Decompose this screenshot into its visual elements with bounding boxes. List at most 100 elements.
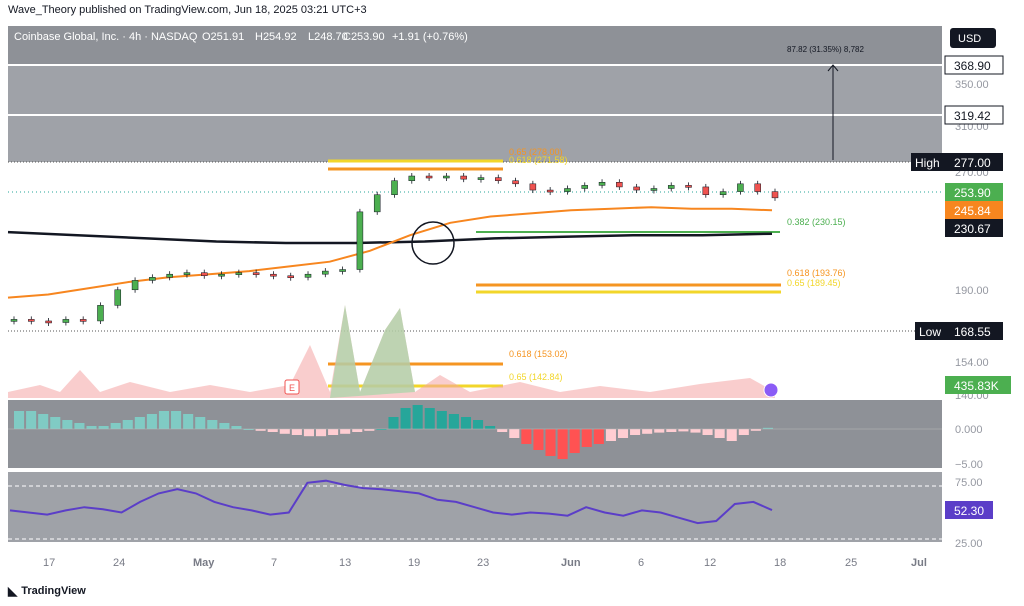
time-axis <box>8 546 1024 572</box>
badge-ema50-label: 245.84 <box>954 204 991 218</box>
macd-bar <box>134 417 145 429</box>
macd-bar <box>521 429 532 444</box>
macd-bar <box>110 423 121 429</box>
candle-body <box>218 273 225 277</box>
time-label-may: May <box>193 557 215 569</box>
rsi-badge-label: 52.30 <box>954 504 984 518</box>
macd-bar <box>750 429 761 431</box>
macd-bar <box>303 429 314 437</box>
time-label-19: 19 <box>408 557 420 569</box>
time-label-25: 25 <box>845 557 857 569</box>
macd-bar <box>533 429 544 450</box>
macd-bar <box>50 417 61 429</box>
currency-label: USD <box>958 33 981 45</box>
high-tag <box>911 153 945 171</box>
candle-body <box>460 175 467 180</box>
candle-body <box>564 188 571 192</box>
macd-bar <box>485 426 496 429</box>
ohlc-high: H254.92 <box>255 31 297 43</box>
candle-body <box>322 270 329 275</box>
volume-area <box>8 305 775 398</box>
macd-bar <box>315 429 327 437</box>
macd-bar <box>605 429 616 441</box>
candles <box>10 173 779 326</box>
tradingview-logo-icon: ◣ <box>8 584 18 598</box>
candle-body <box>79 319 87 322</box>
symbol-title: Coinbase Global, Inc. · 4h · NASDAQ <box>14 31 198 43</box>
candle-body <box>546 189 554 193</box>
macd-histogram <box>14 405 773 459</box>
fib-065-top-label: 0.65 (278.00) <box>509 147 563 157</box>
macd-bar <box>195 417 206 429</box>
candle-body <box>581 185 588 189</box>
price-tick-154: 154.00 <box>955 357 989 369</box>
measure-label: 87.82 (31.35%) 8,782 <box>787 45 864 54</box>
earnings-marker[interactable] <box>284 379 300 395</box>
macd-bar <box>171 411 182 429</box>
macd-bar <box>557 429 568 459</box>
ohlc-low: L248.70 <box>308 31 348 43</box>
badge-ema200-label: 230.67 <box>954 222 991 236</box>
ohlc-close: C253.90 <box>343 31 385 43</box>
candle-body <box>149 277 156 281</box>
rsi-tick-25: 25.00 <box>955 538 983 550</box>
candle-body <box>339 269 346 272</box>
candle-body <box>754 183 761 192</box>
macd-bar <box>62 420 73 429</box>
candle-body <box>97 305 104 322</box>
dividend-marker-icon <box>763 382 779 398</box>
rsi-tick-75: 75.00 <box>955 477 983 489</box>
publish-info: Wave_Theory published on TradingView.com… <box>8 4 367 16</box>
macd-bar <box>364 429 375 431</box>
candle-body <box>45 320 52 324</box>
candle-body <box>633 186 640 191</box>
footer-brand-label: TradingView <box>21 585 86 597</box>
fib-0618-low-label: 0.618 (153.02) <box>509 349 568 359</box>
macd-bar <box>291 429 302 435</box>
macd-bar <box>702 429 713 435</box>
measure-arrowhead <box>827 64 839 72</box>
candle-body <box>495 177 502 181</box>
macd-bar <box>581 429 592 447</box>
macd-bar <box>400 408 411 429</box>
macd-bar <box>14 411 25 429</box>
macd-bar <box>593 429 604 444</box>
macd-bar <box>436 411 447 429</box>
macd-bar <box>388 417 399 429</box>
macd-bar <box>243 429 254 430</box>
candle-body <box>131 280 139 291</box>
macd-bar <box>279 429 290 434</box>
ohlc-open: O251.91 <box>202 31 244 43</box>
macd-bar <box>569 429 580 453</box>
badge-low <box>945 322 1003 340</box>
badge-last-label: 253.90 <box>954 186 991 200</box>
candle-body <box>304 273 312 278</box>
candle-body <box>28 319 35 322</box>
badge-368-label: 368.90 <box>954 59 991 73</box>
macd-bar <box>714 429 725 438</box>
candle-body <box>650 188 658 191</box>
macd-bar <box>328 429 339 435</box>
candle-body <box>391 180 398 195</box>
currency-badge[interactable] <box>950 28 996 48</box>
rsi-line <box>9 479 773 525</box>
macd-bar <box>448 414 459 429</box>
candle-body <box>685 185 692 188</box>
footer-brand[interactable]: ◣ TradingView <box>8 584 86 598</box>
macd-bar <box>509 429 520 438</box>
candle-body <box>287 275 294 279</box>
macd-bar <box>678 429 689 432</box>
candle-body <box>719 191 727 195</box>
upper-shade-top <box>8 26 942 66</box>
candle-body <box>702 186 710 195</box>
time-label-jun: Jun <box>561 557 581 569</box>
badge-volume <box>945 376 1011 394</box>
time-label-18: 18 <box>774 557 786 569</box>
candle-body <box>667 185 675 189</box>
candle-body <box>512 180 519 185</box>
macd-bar <box>219 423 230 429</box>
macd-bar <box>183 414 194 429</box>
badge-last <box>945 183 1003 201</box>
price-tick-350: 350.00 <box>955 79 989 91</box>
